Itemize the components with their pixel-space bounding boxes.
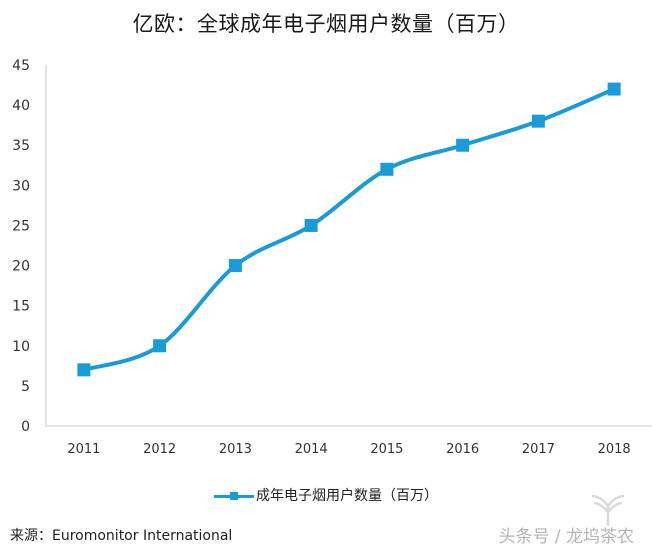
y-tick-label: 40: [12, 98, 30, 114]
y-tick-label: 5: [21, 379, 30, 395]
data-point-marker: [304, 218, 318, 232]
y-tick-label: 25: [12, 218, 30, 234]
data-point-marker: [77, 363, 91, 377]
x-tick-label: 2015: [370, 442, 403, 457]
data-point-marker: [531, 114, 545, 128]
y-tick-label: 45: [12, 58, 30, 74]
y-tick-label: 0: [21, 419, 30, 435]
x-axis: 2011 2012 2013 2014 2015 2016 2017 2018: [46, 425, 652, 457]
x-tick-label: 2011: [67, 442, 100, 457]
chart-title: 亿欧：全球成年电子烟用户数量（百万）: [132, 12, 520, 36]
legend: 成年电子烟用户数量（百万）: [0, 485, 652, 505]
x-tick-label: 2018: [598, 442, 631, 457]
legend-line-marker-icon: [214, 491, 254, 501]
watermark-logo-icon: [591, 494, 625, 526]
data-point-marker: [607, 82, 621, 96]
y-tick-label: 20: [12, 259, 30, 275]
x-tick-label: 2017: [522, 442, 555, 457]
data-point-marker: [380, 162, 394, 176]
x-tick-label: 2013: [219, 442, 252, 457]
y-tick-label: 10: [12, 339, 30, 355]
y-tick-label: 30: [12, 178, 30, 194]
x-tick-label: 2012: [143, 442, 176, 457]
y-axis: 0 5 10 15 20 25 30 35 40 45: [12, 58, 47, 435]
y-tick-label: 35: [12, 138, 30, 154]
plot-area: [77, 82, 621, 377]
watermark-text: 头条号 / 龙坞茶农: [498, 527, 634, 547]
data-point-marker: [456, 138, 470, 152]
x-tick-label: 2016: [446, 442, 479, 457]
legend-label: 成年电子烟用户数量（百万）: [256, 488, 438, 504]
data-point-marker: [228, 259, 242, 273]
source-note: 来源：Euromonitor International: [10, 528, 233, 544]
x-tick-label: 2014: [295, 442, 328, 457]
series-line: [81, 87, 617, 372]
data-point-marker: [153, 339, 167, 353]
y-tick-label: 15: [12, 299, 30, 315]
